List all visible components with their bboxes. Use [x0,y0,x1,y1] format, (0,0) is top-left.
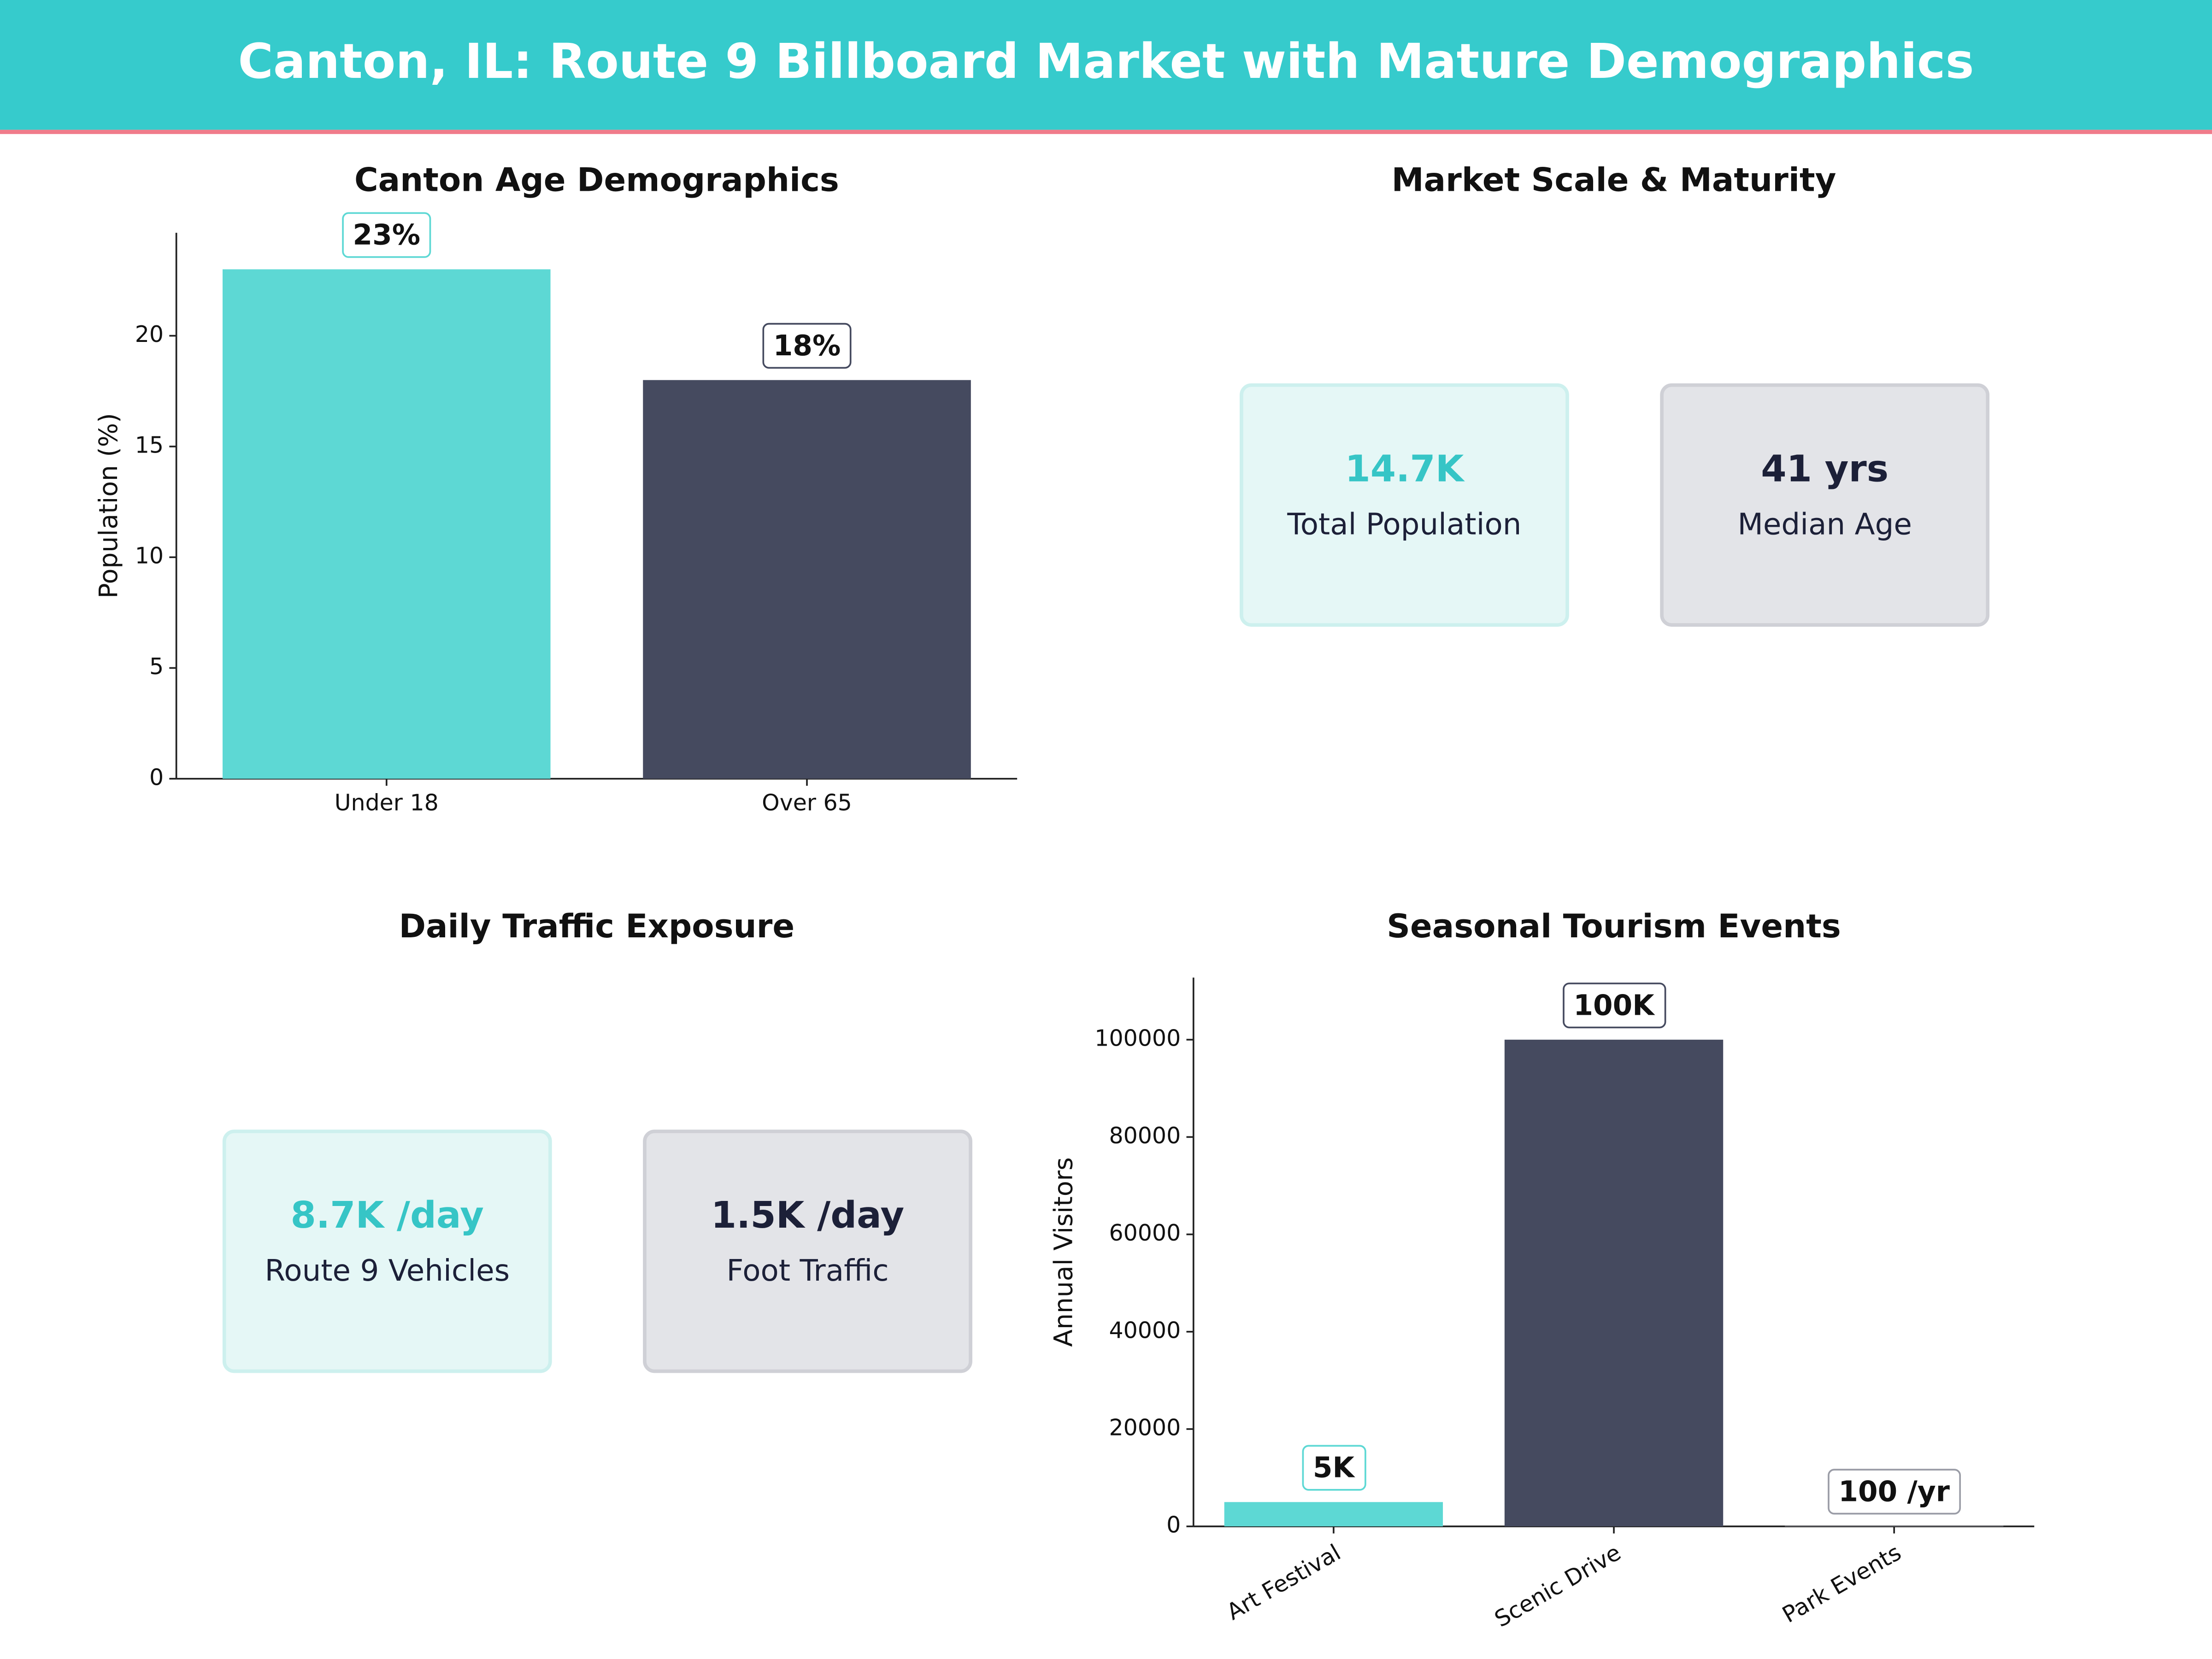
y-tick-label: 60000 [1109,1220,1181,1246]
y-axis-label: Population (%) [94,413,123,598]
y-tick-label: 20000 [1109,1415,1181,1441]
x-tick-label: Under 18 [335,789,439,816]
kpi-value: 14.7K [1345,447,1465,490]
kpi-label: Total Population [1287,507,1521,541]
data-label-box [1563,982,1666,1029]
y-tick-label: 20 [135,321,164,347]
data-label-group: 23% [342,212,431,258]
data-label-group: 18% [762,323,852,369]
y-axis-label: Annual Visitors [1048,1157,1078,1347]
kpi-label: Median Age [1737,507,1912,541]
kpi-label: Foot Traffic [727,1253,889,1288]
kpi-label: Route 9 Vehicles [265,1253,510,1288]
data-label: 5K [1313,1452,1356,1484]
y-tick-label: 0 [1166,1512,1181,1538]
header-rule [0,129,2212,134]
kpi-card [1660,383,1990,627]
kpi-value: 1.5K /day [711,1194,905,1236]
y-tick-label: 0 [149,764,164,790]
data-label-group: 5K [1302,1445,1366,1491]
x-tick-label: Scenic Drive [1490,1539,1625,1632]
y-tick-label: 80000 [1109,1123,1181,1149]
y-tick-label: 40000 [1109,1317,1181,1343]
data-label-box [1302,1445,1366,1491]
data-label-group: 100 /yr [1828,1469,1961,1515]
bar [1504,1040,1724,1527]
bar [1224,1502,1443,1527]
y-tick-label: 5 [149,653,164,680]
y-tick-label: 100000 [1094,1025,1181,1052]
kpi-value: 41 yrs [1761,447,1888,490]
chart-title: Market Scale & Maturity [1392,161,1836,199]
x-tick-label: Art Festival [1222,1539,1345,1625]
y-tick-label: 15 [135,432,164,458]
header-band [0,0,2212,130]
data-label: 23% [353,219,421,252]
x-tick-label: Over 65 [762,789,852,816]
chart-title: Canton Age Demographics [354,161,839,199]
y-tick-label: 10 [135,543,164,569]
chart-title: Daily Traffic Exposure [399,907,795,945]
page-title: Canton, IL: Route 9 Billboard Market wit… [238,33,1974,89]
data-label-group: 100K [1563,982,1666,1029]
x-tick-label: Park Events [1778,1539,1906,1628]
data-label-box [342,212,431,258]
data-label: 100K [1573,989,1655,1022]
chart-title: Seasonal Tourism Events [1387,907,1841,945]
data-label: 18% [773,329,841,362]
kpi-card [1240,383,1569,627]
data-label-box [1828,1469,1961,1515]
kpi-value: 8.7K /day [291,1194,484,1236]
data-label: 100 /yr [1838,1475,1950,1508]
bar [643,380,971,779]
kpi-card [222,1130,552,1373]
data-label-box [762,323,852,369]
kpi-card [643,1130,972,1373]
bar [223,269,551,779]
